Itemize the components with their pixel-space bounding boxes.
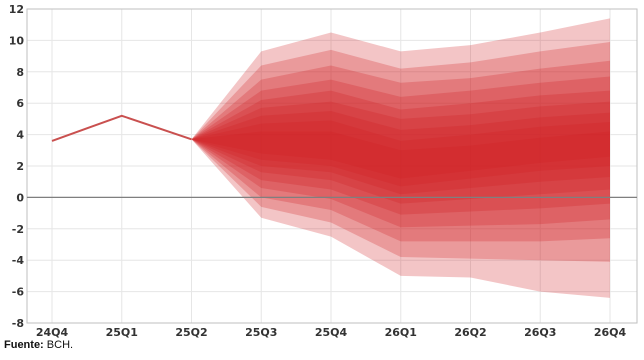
- fan-band-2: [191, 41, 610, 262]
- x-tick-label: 25Q1: [106, 326, 138, 339]
- x-tick-label: 26Q3: [524, 326, 556, 339]
- source-text: BCH.: [43, 339, 74, 351]
- x-tick-label: 25Q2: [175, 326, 207, 339]
- history-line: [51, 114, 192, 142]
- y-tick-label: -6: [12, 286, 25, 299]
- y-tick-label: -2: [12, 223, 24, 236]
- x-tick-labels: 24Q4 25Q1 25Q2 25Q3 25Q4 26Q1 26Q2 26Q3 26Q4: [36, 326, 627, 339]
- x-tick-label: 26Q2: [454, 326, 486, 339]
- x-tick-label: 26Q1: [385, 326, 417, 339]
- y-tick-label: 6: [16, 97, 24, 110]
- fan-bands: [191, 18, 610, 298]
- source-note: Fuente: BCH.: [4, 339, 73, 351]
- source-label: Fuente:: [4, 339, 44, 351]
- y-tick-label: 12: [9, 3, 24, 16]
- y-tick-labels: -8 -6 -4 -2 0 2 4 6 8 10 12: [9, 3, 25, 330]
- fan-band-9: [191, 131, 610, 179]
- x-tick-label: 25Q3: [245, 326, 277, 339]
- y-tick-label: -4: [12, 254, 25, 267]
- y-tick-label: 10: [9, 34, 25, 47]
- y-tick-label: 8: [16, 66, 24, 79]
- x-tick-label: 25Q4: [315, 326, 348, 339]
- fan-band-8: [191, 120, 610, 187]
- lines: [27, 114, 637, 198]
- x-tick-label: 26Q4: [594, 326, 627, 339]
- y-tick-label: -8: [12, 317, 24, 330]
- x-tick-label: 24Q4: [36, 326, 69, 339]
- grid: [26, 8, 638, 324]
- plot-frame: [26, 8, 638, 324]
- fan-band-3: [191, 60, 610, 242]
- fan-band-1: [191, 18, 610, 298]
- fan-band-4: [191, 76, 610, 228]
- y-tick-label: 4: [16, 129, 24, 142]
- fan-band-5: [191, 90, 610, 215]
- fan-band-7: [191, 111, 610, 195]
- fan-band-6: [191, 101, 610, 204]
- y-tick-label: 0: [16, 191, 24, 204]
- y-tick-label: 2: [16, 160, 24, 173]
